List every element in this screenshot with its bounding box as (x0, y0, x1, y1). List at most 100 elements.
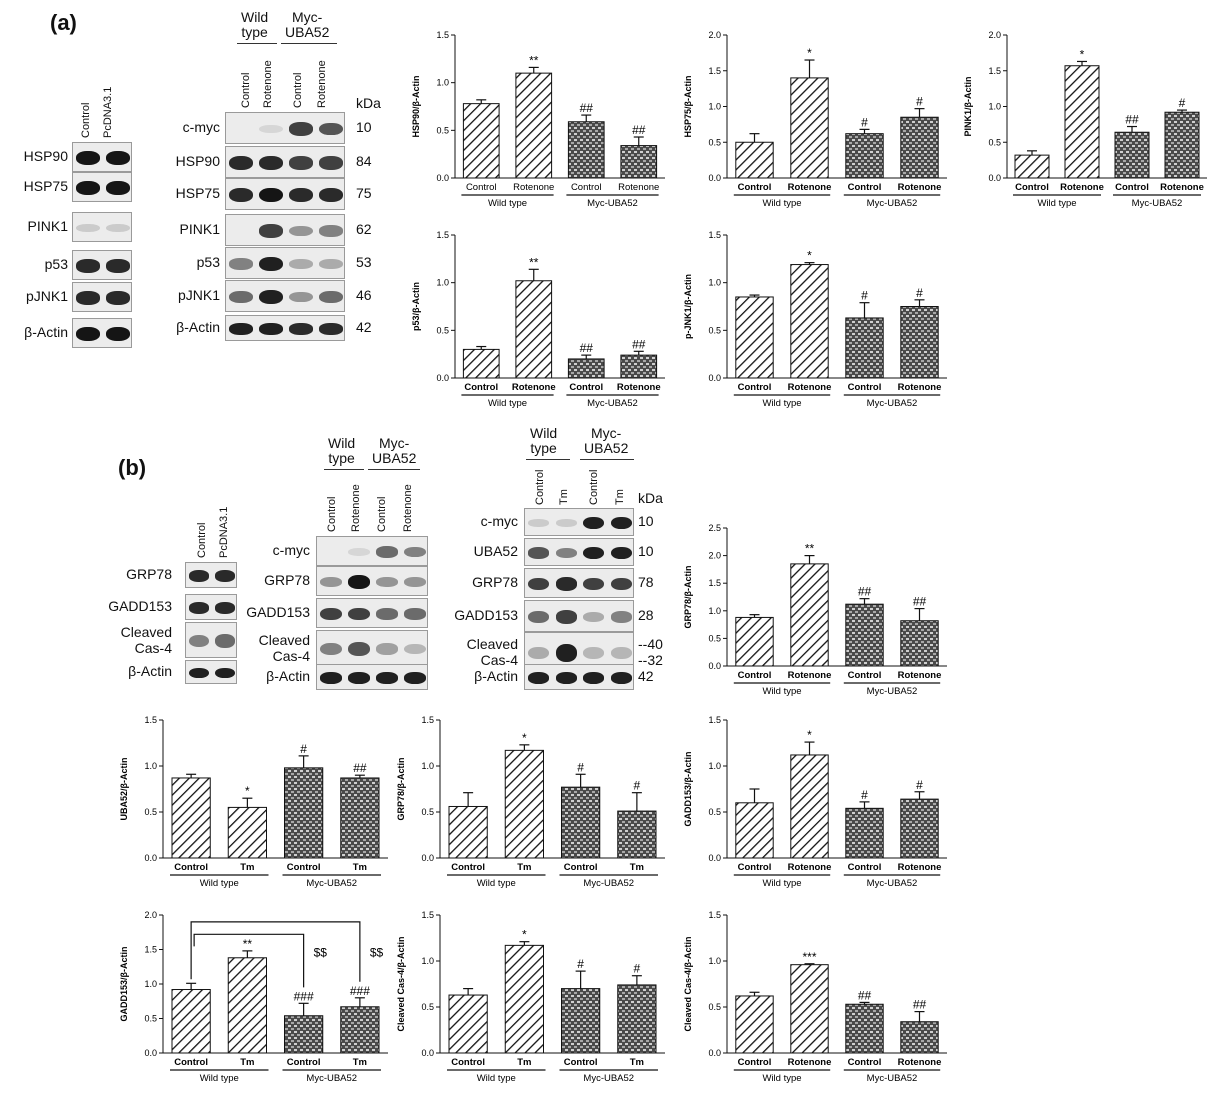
group-label: Myc-UBA52 (1132, 198, 1183, 209)
band (528, 610, 550, 624)
group-underline (281, 43, 337, 44)
band (106, 327, 130, 341)
panel-label-b: (b) (118, 455, 147, 480)
x-tick-label: Control (174, 862, 208, 873)
significance-marker: * (807, 249, 812, 263)
band (214, 667, 236, 679)
blot-cleaved-cas-4 (185, 622, 237, 658)
band (106, 223, 130, 233)
x-tick-label: Control (569, 382, 603, 393)
protein-label-grp78: GRP78 (126, 566, 172, 582)
protein-label-pjnk1: pJNK1 (25, 288, 68, 304)
y-tick-label: 0.5 (708, 137, 721, 147)
y-axis-label: p53/β-Actin (411, 282, 421, 331)
bar (1114, 131, 1150, 179)
y-tick-label: 1.0 (144, 979, 157, 989)
band (289, 258, 313, 270)
lane-label-control: Control (376, 496, 388, 532)
blot-p53 (72, 250, 132, 280)
blot-actin (185, 660, 237, 684)
x-tick-label: Rotenone (618, 182, 659, 193)
significance-marker: # (861, 115, 868, 129)
bar (735, 995, 774, 1054)
group-underline (580, 459, 634, 460)
y-tick-label: 0.0 (708, 373, 721, 383)
significance-marker: ## (353, 761, 367, 775)
chart-p53: 0.0 0.5 1.0 1.5 p53/β-Actin Control ** Rotenone… (411, 230, 665, 409)
significance-marker: # (916, 286, 923, 300)
y-tick-label: 0.5 (708, 807, 721, 817)
kda-value: 10 (356, 119, 372, 135)
bar (462, 348, 500, 379)
significance-marker: # (300, 742, 307, 756)
y-axis-label: GADD153/β-Actin (119, 946, 129, 1021)
band (106, 181, 130, 195)
blot-pjnk1 (72, 282, 132, 312)
protein-label-pink1: PINK1 (27, 218, 68, 234)
y-tick-label: 1.5 (421, 715, 434, 725)
band (259, 289, 283, 305)
x-tick-label: Rotenone (898, 1057, 942, 1068)
group-label: Wild type (200, 878, 239, 889)
band (610, 646, 632, 660)
band (610, 516, 632, 530)
bar (340, 777, 380, 859)
group-underline (237, 43, 277, 44)
significance-marker: ### (350, 984, 370, 998)
group-label: Myc-UBA52 (867, 878, 918, 889)
bar (735, 296, 774, 379)
band (528, 646, 550, 660)
bar (790, 77, 829, 179)
x-tick-label: Rotenone (788, 670, 832, 681)
kda-header: kDa (356, 95, 381, 111)
blot-uba52 (524, 538, 634, 566)
blot-grp78 (185, 562, 237, 588)
band (319, 122, 343, 136)
bar (567, 358, 605, 379)
bar (171, 989, 211, 1054)
blot-c-myc (225, 112, 345, 144)
significance-marker: ## (632, 337, 646, 351)
band (259, 256, 283, 272)
x-tick-label: Rotenone (788, 862, 832, 873)
blot-pink1 (225, 214, 345, 246)
y-tick-label: 1.0 (144, 761, 157, 771)
protein-label-actin: β-Actin (474, 668, 518, 684)
band (76, 181, 100, 195)
band (583, 546, 605, 560)
group-label: Wild type (200, 1073, 239, 1084)
band (555, 610, 577, 624)
y-tick-label: 0.0 (708, 173, 721, 183)
significance-marker: # (1179, 96, 1186, 110)
bar (620, 354, 658, 379)
band (76, 259, 100, 273)
blot-c-myc (316, 536, 428, 566)
y-tick-label: 1.5 (988, 66, 1001, 76)
chart-hsp90: 0.0 0.5 1.0 1.5 HSP90/β-Actin Control ** Roteno… (411, 30, 665, 209)
y-tick-label: 1.0 (436, 278, 449, 288)
bar (900, 1021, 939, 1054)
band (528, 547, 550, 559)
protein-label-actin: β-Actin (176, 319, 220, 335)
band (528, 577, 550, 591)
blot-hsp90 (225, 146, 345, 178)
band (404, 672, 426, 684)
bar (171, 777, 211, 859)
blot-pjnk1 (225, 280, 345, 312)
group-label: Wild type (762, 198, 801, 209)
bar (735, 802, 774, 859)
x-tick-label: Control (848, 862, 882, 873)
band (348, 607, 370, 621)
group-label: Myc-UBA52 (867, 198, 918, 209)
band (319, 323, 343, 335)
y-axis-label: p-JNK1/β-Actin (683, 274, 693, 339)
kda-value: --40 --32 (638, 636, 663, 668)
y-axis-label: UBA52/β-Actin (119, 758, 129, 821)
band (289, 122, 313, 136)
significance-marker: # (861, 289, 868, 303)
x-tick-label: Tm (240, 862, 254, 873)
significance-marker: ### (294, 989, 314, 1003)
bar (735, 616, 774, 667)
y-tick-label: 1.0 (436, 78, 449, 88)
bracket-outer (190, 921, 361, 982)
